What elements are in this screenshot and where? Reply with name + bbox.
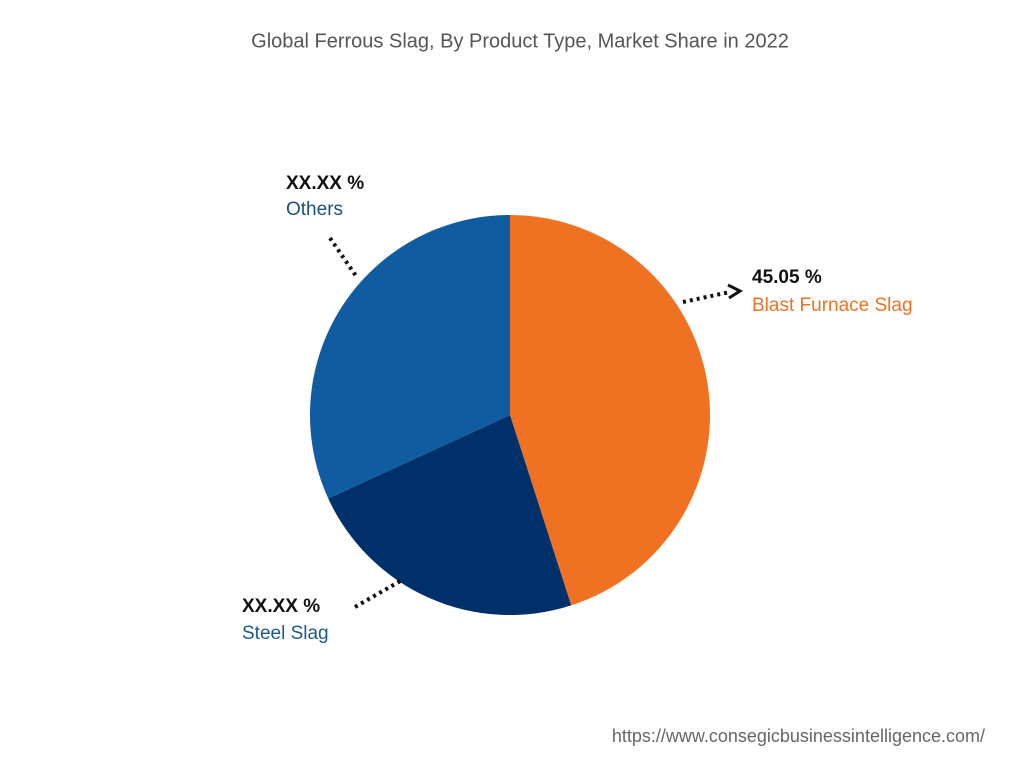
chart-title: Global Ferrous Slag, By Product Type, Ma… (251, 30, 789, 52)
leader-line (354, 578, 403, 609)
pie-slice (510, 215, 711, 606)
pie (309, 215, 711, 615)
pie-slice (328, 415, 572, 615)
value-label: 45.05 % (752, 267, 822, 288)
arrow-head (727, 283, 744, 300)
leader-line (328, 236, 358, 278)
value-label: XX.XX % (286, 173, 364, 194)
pie-slice (309, 215, 510, 499)
category-label: Others (286, 199, 343, 220)
category-label: Steel Slag (242, 623, 329, 644)
value-label: XX.XX % (242, 596, 320, 617)
leader-line (682, 290, 731, 304)
source: https://www.consegicbusinessintelligence… (612, 726, 985, 746)
category-label: Blast Furnace Slag (752, 295, 913, 316)
